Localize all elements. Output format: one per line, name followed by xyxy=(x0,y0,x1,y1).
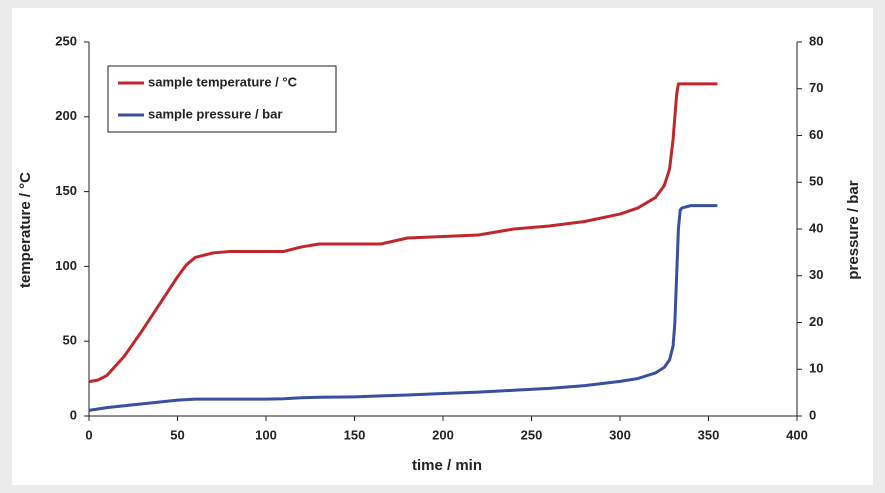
x-tick-label: 350 xyxy=(698,427,720,442)
x-tick-label: 250 xyxy=(521,427,543,442)
x-axis-title: time / min xyxy=(412,457,482,474)
y-tick-label: 50 xyxy=(63,333,77,348)
legend-label: sample temperature / °C xyxy=(148,74,298,89)
x-tick-label: 200 xyxy=(432,427,454,442)
legend-label: sample pressure / bar xyxy=(148,106,282,121)
y-tick-label: 150 xyxy=(55,183,77,198)
x-tick-label: 50 xyxy=(170,427,184,442)
y2-tick-label: 50 xyxy=(809,174,823,189)
y2-axis-title: pressure / bar xyxy=(845,180,862,279)
y2-tick-label: 40 xyxy=(809,220,823,235)
x-tick-label: 100 xyxy=(255,427,277,442)
x-tick-label: 150 xyxy=(344,427,366,442)
x-tick-label: 0 xyxy=(85,427,92,442)
legend-box xyxy=(107,65,337,133)
y2-tick-label: 20 xyxy=(809,314,823,329)
y-tick-label: 200 xyxy=(55,108,77,123)
y2-tick-label: 70 xyxy=(809,80,823,95)
series-line xyxy=(88,82,718,384)
y-tick-label: 100 xyxy=(55,258,77,273)
y2-tick-label: 10 xyxy=(809,361,823,376)
y2-tick-label: 30 xyxy=(809,267,823,282)
y-tick-label: 0 xyxy=(70,407,77,422)
y-axis-title: temperature / °C xyxy=(17,172,34,288)
x-tick-label: 300 xyxy=(609,427,631,442)
y-tick-label: 250 xyxy=(55,33,77,48)
y2-tick-label: 60 xyxy=(809,127,823,142)
y2-tick-label: 0 xyxy=(809,407,816,422)
y2-tick-label: 80 xyxy=(809,33,823,48)
series-line xyxy=(88,204,718,412)
x-tick-label: 400 xyxy=(786,427,808,442)
